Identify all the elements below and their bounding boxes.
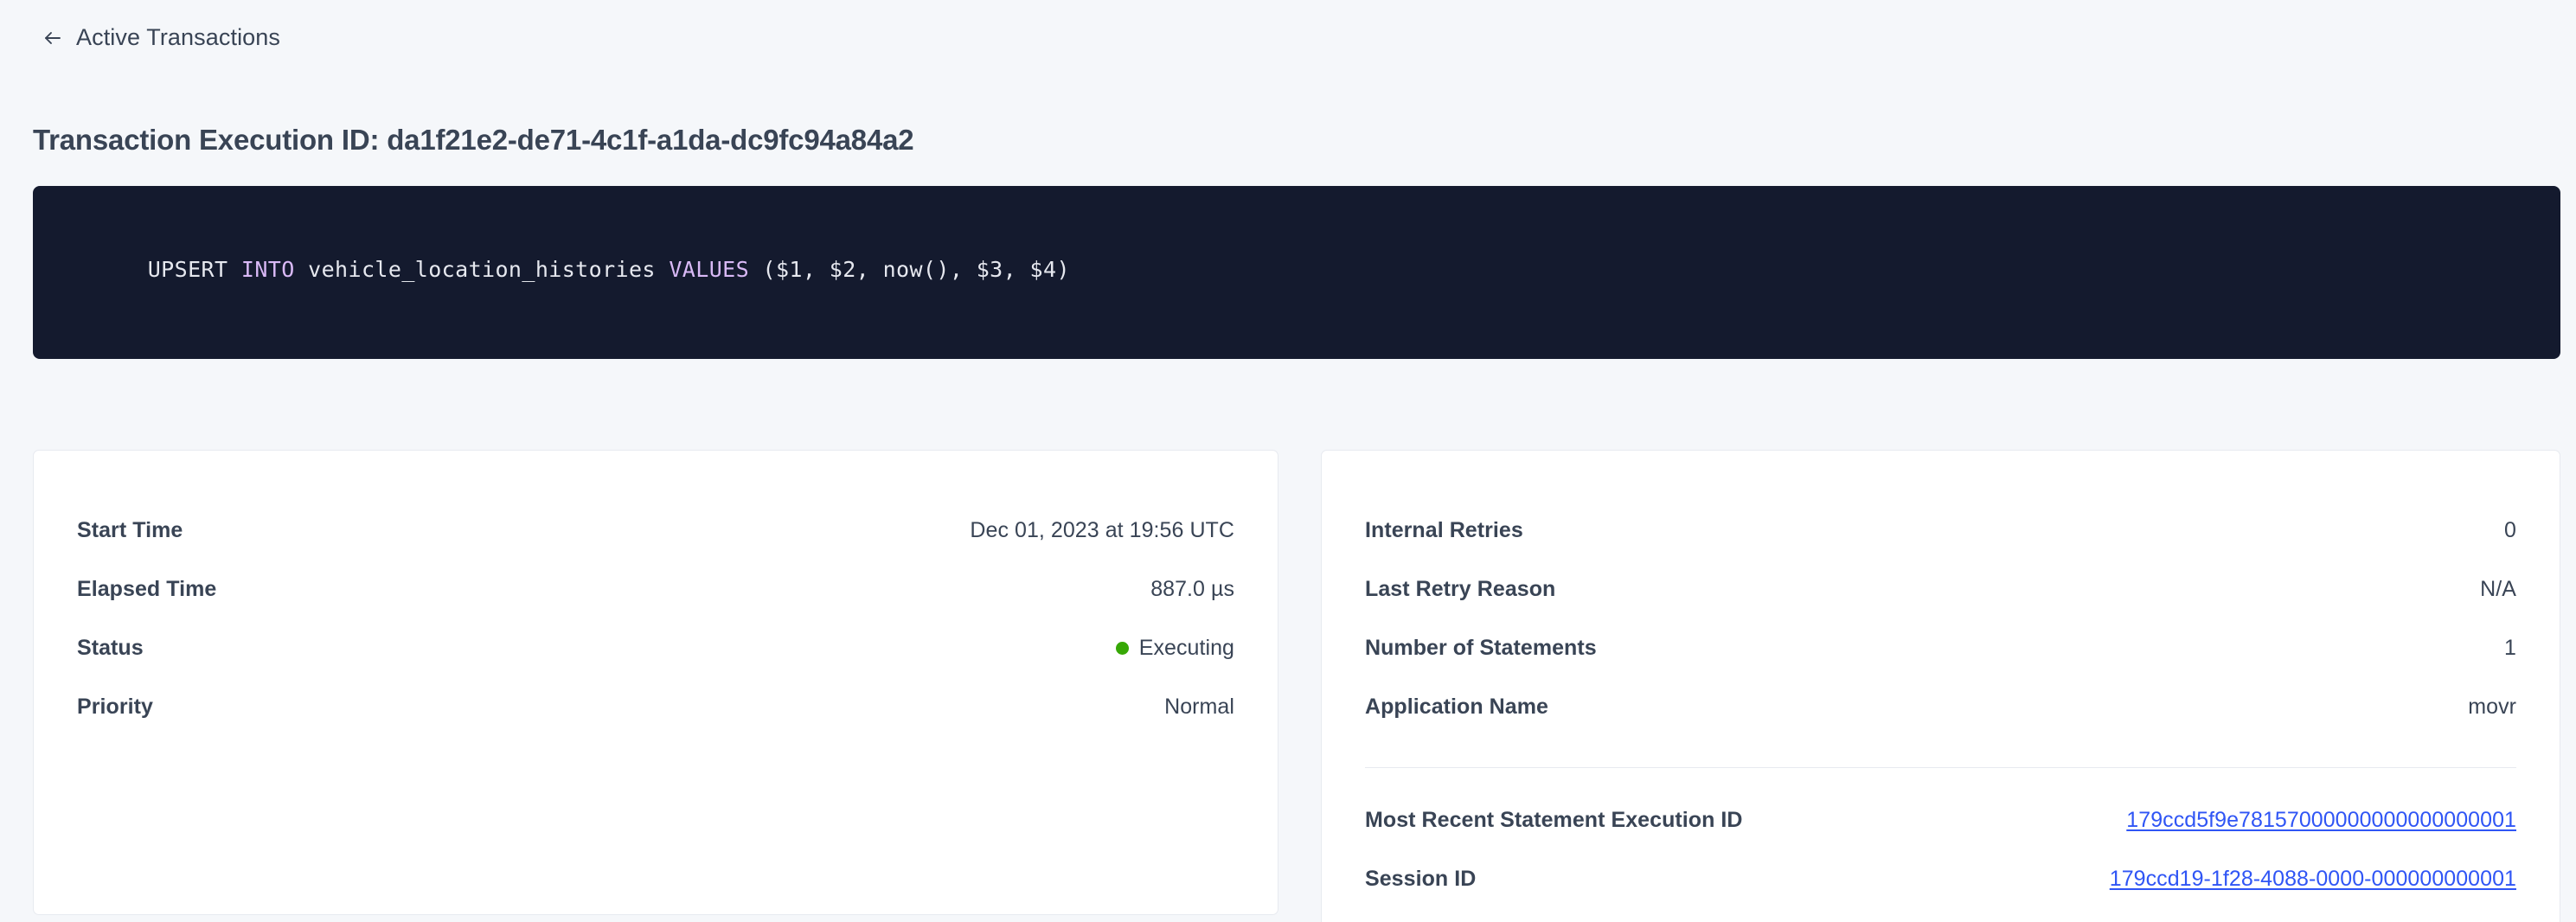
detail-label: Status (77, 635, 144, 660)
back-link-label: Active Transactions (76, 24, 281, 50)
detail-label: Most Recent Statement Execution ID (1365, 807, 1743, 832)
sql-token-values: VALUES (669, 257, 750, 282)
detail-label: Priority (77, 694, 153, 719)
detail-value: N/A (2480, 576, 2516, 601)
sql-token-args: ($1, $2, now(), $3, $4) (749, 257, 1070, 282)
detail-label: Application Name (1365, 694, 1548, 719)
sql-token-table: vehicle_location_histories (294, 257, 670, 282)
detail-row-application-name: Application Name movr (1365, 677, 2516, 736)
sql-statement-block: UPSERT INTO vehicle_location_histories V… (33, 186, 2560, 359)
detail-row-session-id: Session ID 179ccd19-1f28-4088-0000-00000… (1365, 849, 2516, 908)
session-id-link[interactable]: 179ccd19-1f28-4088-0000-000000000001 (2109, 866, 2516, 891)
detail-row-elapsed-time: Elapsed Time 887.0 µs (77, 560, 1234, 618)
detail-row-internal-retries: Internal Retries 0 (1365, 501, 2516, 560)
detail-row-number-of-statements: Number of Statements 1 (1365, 618, 2516, 677)
detail-label: Session ID (1365, 866, 1477, 891)
status-badge: Executing (1115, 635, 1234, 661)
statement-execution-id-link[interactable]: 179ccd5f9e78157000000000000000001 (2126, 807, 2516, 832)
detail-label: Internal Retries (1365, 517, 1523, 542)
sql-token-into: INTO (240, 257, 295, 282)
sql-token-upsert: UPSERT (147, 257, 228, 282)
detail-label: Start Time (77, 517, 183, 542)
transaction-timing-card-body: Start Time Dec 01, 2023 at 19:56 UTC Ela… (34, 451, 1278, 914)
detail-value: 1 (2504, 635, 2516, 660)
detail-value: 0 (2504, 517, 2516, 542)
sql-statement-line: UPSERT INTO vehicle_location_histories V… (67, 226, 2526, 314)
transaction-statistics-card: Internal Retries 0 Last Retry Reason N/A… (1321, 450, 2560, 922)
detail-label: Last Retry Reason (1365, 576, 1556, 601)
detail-value: Normal (1164, 694, 1234, 719)
status-label: Executing (1138, 635, 1234, 660)
status-dot-icon (1115, 641, 1129, 655)
transaction-timing-card: Start Time Dec 01, 2023 at 19:56 UTC Ela… (33, 450, 1278, 915)
detail-row-last-retry-reason: Last Retry Reason N/A (1365, 560, 2516, 618)
card-divider (1365, 767, 2516, 768)
detail-row-most-recent-statement-execution-id: Most Recent Statement Execution ID 179cc… (1365, 791, 2516, 849)
detail-row-status: Status Executing (77, 618, 1234, 677)
detail-label: Elapsed Time (77, 576, 217, 601)
transaction-statistics-card-body: Internal Retries 0 Last Retry Reason N/A… (1322, 451, 2560, 922)
detail-label: Number of Statements (1365, 635, 1597, 660)
back-to-active-transactions-link[interactable]: Active Transactions (42, 26, 280, 49)
detail-value: Dec 01, 2023 at 19:56 UTC (970, 517, 1234, 542)
detail-row-priority: Priority Normal (77, 677, 1234, 736)
detail-value: movr (2468, 694, 2516, 719)
page-title: Transaction Execution ID: da1f21e2-de71-… (33, 124, 914, 156)
sql-token-space-1 (227, 257, 240, 282)
detail-row-start-time: Start Time Dec 01, 2023 at 19:56 UTC (77, 501, 1234, 560)
arrow-left-icon (42, 27, 64, 49)
detail-value: 887.0 µs (1150, 576, 1234, 601)
